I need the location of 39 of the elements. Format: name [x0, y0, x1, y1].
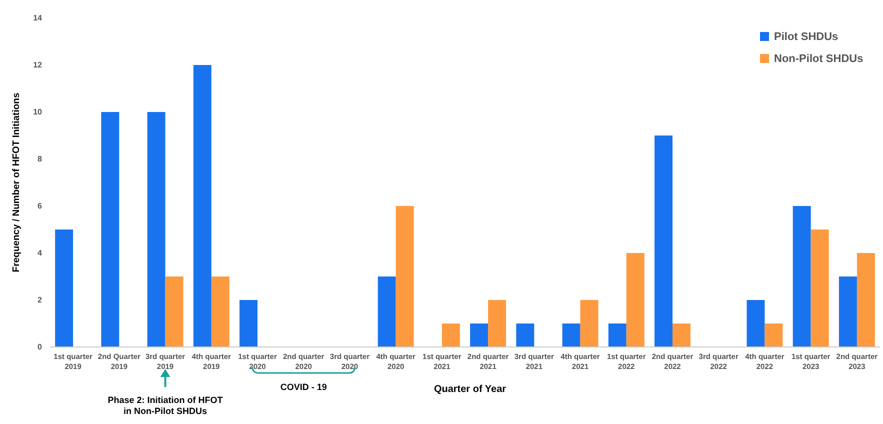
bar: [193, 65, 212, 347]
y-axis-title: Frequency / Number of HFOT Initiations: [11, 92, 22, 272]
y-tick-label: 0: [38, 342, 43, 352]
bar: [580, 300, 598, 347]
bar: [147, 112, 166, 347]
bar: [654, 136, 672, 347]
bar: [516, 324, 534, 347]
bar: [442, 324, 460, 347]
bar: [562, 324, 580, 347]
bar: [746, 300, 765, 347]
bar: [488, 300, 506, 347]
y-tick-label: 12: [33, 60, 43, 70]
bar: [792, 206, 811, 347]
y-tick-label: 8: [38, 154, 43, 164]
bar: [378, 276, 396, 347]
bar: [470, 324, 488, 347]
y-tick-label: 4: [38, 248, 43, 258]
bar: [672, 324, 690, 347]
bar: [626, 253, 644, 347]
bar: [838, 276, 857, 347]
bar: [240, 300, 258, 347]
bar: [810, 230, 829, 347]
legend-label: Pilot SHDUs: [774, 31, 838, 43]
bar: [55, 230, 74, 347]
bar: [101, 112, 120, 347]
bar: [856, 253, 875, 347]
y-tick-label: 14: [33, 14, 43, 23]
bar: [165, 276, 184, 347]
y-tick-label: 10: [33, 108, 43, 117]
text: COVID - 19: [280, 382, 327, 392]
text: Phase 2: Initiation of HFOT in Non-Pilot SHDUs: [108, 395, 224, 416]
bar: [211, 276, 230, 347]
bar: [396, 206, 414, 347]
y-tick-label: 6: [38, 202, 43, 211]
bar: [764, 324, 783, 347]
legend-label: Non-Pilot SHDUs: [774, 53, 864, 65]
bar: [608, 324, 626, 347]
x-axis-title: Quarter of Year: [434, 384, 506, 395]
y-tick-label: 2: [38, 296, 43, 305]
